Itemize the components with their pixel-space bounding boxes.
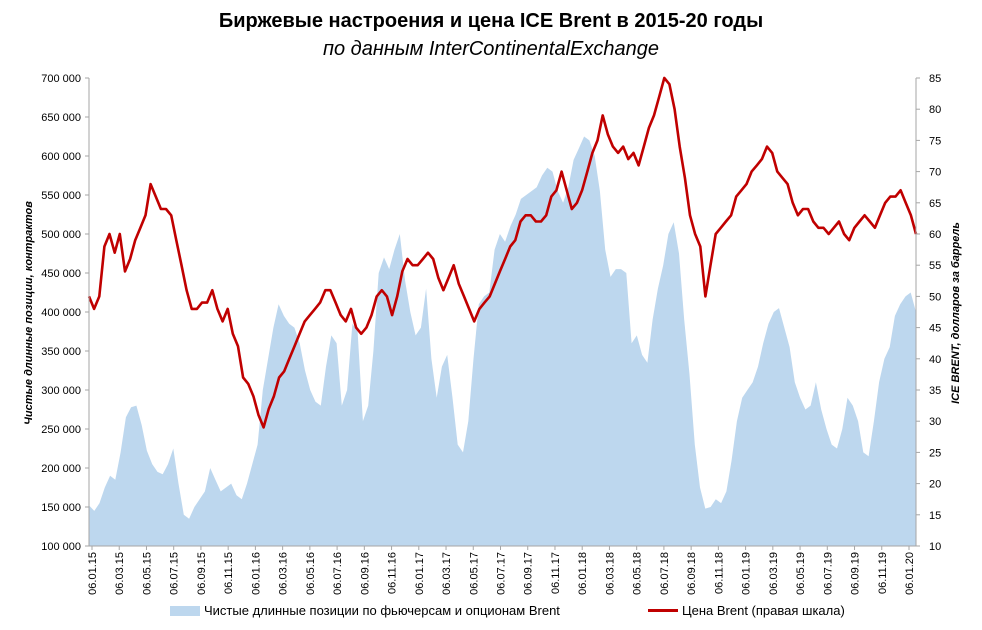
x-tick-label: 06.05.18: [632, 552, 644, 595]
left-axis-title: Чистые длинные позиции, контрактов: [23, 201, 35, 425]
legend-label-net-long: Чистые длинные позиции по фьючерсам и оп…: [204, 603, 560, 618]
x-tick-label: 06.01.17: [414, 552, 426, 595]
right-tick-label: 65: [929, 198, 941, 210]
x-tick-label: 06.01.15: [87, 552, 99, 595]
x-tick-label: 06.03.19: [768, 552, 780, 595]
left-axis-ticks: 100 000 150 000 200 000 250 000 300 000 350 0…: [41, 73, 89, 553]
x-tick-label: 06.01.18: [577, 552, 589, 595]
left-tick-label: 700 000: [41, 73, 81, 85]
left-tick-label: 350 000: [41, 346, 81, 358]
x-tick-label: 06.01.19: [741, 552, 753, 595]
x-tick-label: 06.07.16: [332, 552, 344, 595]
right-tick-label: 35: [929, 385, 941, 397]
right-tick-label: 20: [929, 479, 941, 491]
brent-price-line: [87, 76, 918, 429]
x-tick-label: 06.05.16: [305, 552, 317, 595]
right-tick-label: 10: [929, 541, 941, 553]
x-tick-label: 06.03.17: [441, 552, 453, 595]
brent-price-line-group: [87, 76, 918, 429]
x-tick-label: 06.05.19: [795, 552, 807, 595]
legend-item-net-long: Чистые длинные позиции по фьючерсам и оп…: [170, 603, 560, 618]
left-tick-label: 650 000: [41, 112, 81, 124]
net-long-positions-area: [89, 136, 916, 546]
x-tick-label: 06.11.18: [713, 552, 725, 594]
legend-swatch-area: [170, 605, 200, 616]
left-tick-label: 100 000: [41, 541, 81, 553]
left-tick-label: 400 000: [41, 307, 81, 319]
x-tick-label: 06.05.15: [141, 552, 153, 595]
left-tick-label: 550 000: [41, 190, 81, 202]
chart-subtitle: по данным InterContinentalExchange: [322, 38, 659, 60]
left-tick-label: 500 000: [41, 229, 81, 241]
x-tick-label: 06.11.16: [387, 552, 399, 594]
x-tick-label: 06.11.19: [877, 552, 889, 594]
left-tick-label: 450 000: [41, 268, 81, 280]
right-tick-label: 40: [929, 354, 941, 366]
x-tick-label: 06.09.17: [523, 552, 535, 595]
chart: 100 000 150 000 200 000 250 000 300 000 350 0…: [23, 73, 962, 595]
right-axis-ticks: 10 15 20 25 30 35 40 45 50 55 60 65 70 75 80 85: [916, 73, 941, 553]
x-tick-label: 06.03.18: [604, 552, 616, 595]
right-tick-label: 80: [929, 104, 941, 116]
right-axis-title: ICE BRENT, долларов за баррель: [950, 222, 962, 404]
x-tick-label: 06.11.17: [550, 552, 562, 594]
x-tick-label: 06.05.17: [468, 552, 480, 595]
x-axis-ticks: 06.01.15 06.03.15 06.05.15 06.07.15 06.09.15…: [87, 546, 916, 595]
x-tick-label: 06.09.15: [196, 552, 208, 595]
x-tick-label: 06.07.19: [822, 552, 834, 595]
x-tick-label: 06.03.15: [114, 552, 126, 595]
right-tick-label: 25: [929, 447, 941, 459]
legend-label-brent-price: Цена Brent (правая шкала): [682, 603, 845, 618]
right-tick-label: 15: [929, 510, 941, 522]
right-tick-label: 85: [929, 73, 941, 85]
left-tick-label: 600 000: [41, 151, 81, 163]
x-tick-label: 06.07.15: [169, 552, 181, 595]
x-tick-label: 06.07.17: [496, 552, 508, 595]
net-long-area-shape: [89, 136, 916, 546]
right-tick-label: 70: [929, 167, 941, 179]
x-tick-label: 06.01.16: [250, 552, 262, 595]
x-tick-label: 06.11.15: [223, 552, 235, 594]
x-tick-label: 06.03.16: [278, 552, 290, 595]
x-tick-label: 06.09.18: [686, 552, 698, 595]
x-tick-label: 06.09.19: [850, 552, 862, 595]
chart-title: Биржевые настроения и цена ICE Brent в 2…: [218, 10, 764, 32]
right-tick-label: 60: [929, 229, 941, 241]
x-tick-label: 06.07.18: [659, 552, 671, 595]
left-tick-label: 300 000: [41, 385, 81, 397]
right-tick-label: 55: [929, 260, 941, 272]
right-tick-label: 50: [929, 291, 941, 303]
legend-item-brent-price: Цена Brent (правая шкала): [648, 603, 845, 618]
left-tick-label: 150 000: [41, 502, 81, 514]
legend-swatch-line: [648, 609, 678, 612]
left-tick-label: 200 000: [41, 463, 81, 475]
x-tick-label: 06.01.20: [904, 552, 916, 595]
right-tick-label: 30: [929, 416, 941, 428]
right-tick-label: 45: [929, 323, 941, 335]
left-tick-label: 250 000: [41, 424, 81, 436]
x-tick-label: 06.09.16: [359, 552, 371, 595]
right-tick-label: 75: [929, 135, 941, 147]
